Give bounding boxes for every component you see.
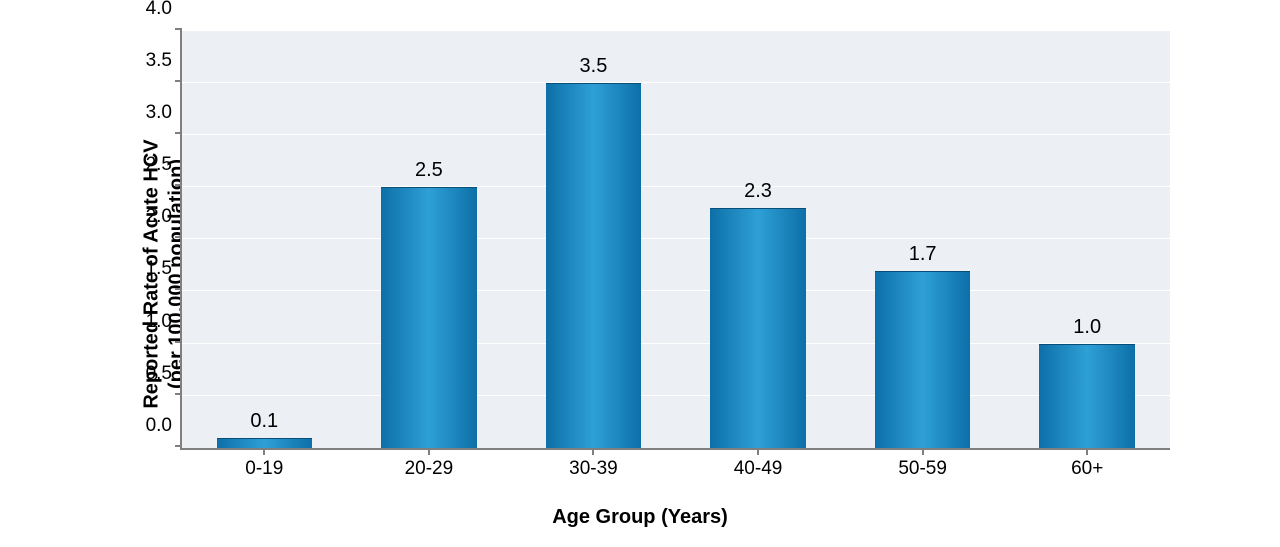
x-tick-label: 30-39 [569,458,618,480]
x-axis-title: Age Group (Years) [0,506,1280,529]
y-tick-label: 2.0 [146,206,172,228]
y-tick-mark [175,445,182,447]
bar: 1.0 [1039,344,1134,448]
y-tick-mark [175,288,182,290]
y-tick-label: 0.0 [146,415,172,437]
bar: 1.7 [875,271,970,448]
y-tick-mark [175,341,182,343]
y-tick-label: 1.0 [146,311,172,333]
bar-value-label: 0.1 [250,410,278,433]
bar-value-label: 1.7 [909,243,937,266]
x-tick-label: 60+ [1071,458,1103,480]
x-tick-mark [592,448,594,455]
hcv-rate-bar-chart: Reported Rate of Acute HCV(per 100,000 p… [0,0,1280,547]
y-tick-label: 3.5 [146,50,172,72]
y-tick-mark [175,132,182,134]
y-tick-label: 1.5 [146,258,172,280]
bar-value-label: 2.3 [744,180,772,203]
bars-layer: 0.1 2.5 3.5 2.3 1.7 1.0 [182,30,1170,448]
x-tick-label: 50-59 [898,458,947,480]
y-tick-label: 4.0 [146,0,172,20]
bar-value-label: 3.5 [580,55,608,78]
y-tick-mark [175,184,182,186]
x-tick-label: 0-19 [245,458,283,480]
x-tick-mark [922,448,924,455]
x-tick-mark [1086,448,1088,455]
y-tick-mark [175,236,182,238]
x-tick-mark [757,448,759,455]
y-tick-mark [175,28,182,30]
bar: 2.3 [710,208,805,448]
x-tick-mark [428,448,430,455]
bar: 0.1 [217,438,312,448]
bar-value-label: 2.5 [415,159,443,182]
y-tick-label: 2.5 [146,154,172,176]
bar: 2.5 [381,187,476,448]
x-tick-label: 20-29 [405,458,454,480]
plot-area: 0.12.53.52.31.71.0 0.00.51.01.52.02.53.0… [180,30,1170,450]
y-tick-mark [175,80,182,82]
y-tick-mark [175,393,182,395]
y-tick-label: 0.5 [146,363,172,385]
y-tick-label: 3.0 [146,102,172,124]
x-tick-label: 40-49 [734,458,783,480]
bar: 3.5 [546,83,641,448]
x-tick-mark [263,448,265,455]
bar-value-label: 1.0 [1073,316,1101,339]
